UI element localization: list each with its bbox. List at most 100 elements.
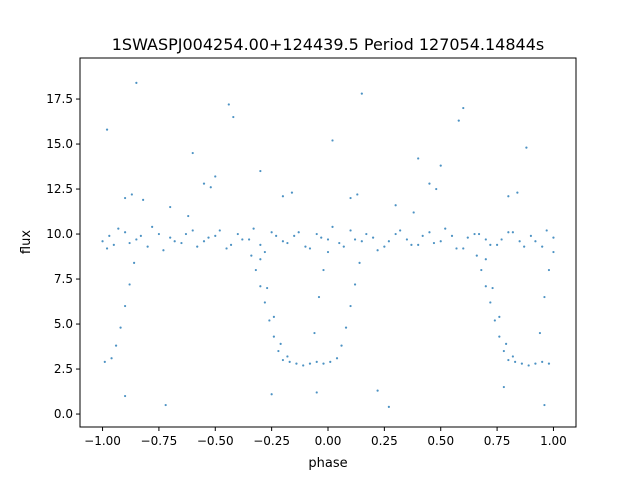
data-point	[247, 238, 251, 241]
data-point	[209, 186, 212, 189]
data-point	[214, 175, 217, 178]
data-point	[376, 389, 379, 392]
data-points	[101, 81, 555, 408]
data-point	[281, 195, 285, 198]
data-point	[484, 238, 487, 241]
x-axis-label: phase	[308, 456, 347, 471]
chart-title: 1SWASPJ004254.00+124439.5 Period 127054.…	[112, 35, 544, 54]
data-point	[105, 128, 109, 131]
data-point	[480, 268, 483, 272]
data-point	[394, 232, 397, 236]
y-tick-label: 10.0	[46, 227, 73, 241]
data-point	[317, 295, 321, 299]
data-point	[263, 250, 266, 254]
data-point	[475, 254, 478, 257]
data-point	[214, 234, 217, 237]
data-point	[439, 240, 442, 243]
data-point	[112, 243, 115, 246]
y-tick-label: 17.5	[46, 92, 73, 106]
data-point	[477, 232, 481, 236]
data-point	[119, 326, 122, 329]
data-point	[421, 234, 424, 237]
data-point	[383, 245, 386, 248]
data-point	[268, 319, 271, 322]
data-point	[281, 358, 285, 362]
data-point	[191, 229, 194, 232]
data-point	[329, 360, 332, 363]
data-point	[114, 344, 118, 347]
y-tick-label: 7.5	[54, 272, 73, 286]
data-point	[313, 331, 316, 335]
data-point	[227, 103, 230, 106]
data-point	[196, 245, 199, 248]
data-point	[349, 304, 352, 308]
y-tick-label: 2.5	[54, 362, 73, 376]
data-point	[428, 231, 431, 234]
data-point	[146, 245, 149, 248]
data-point	[218, 229, 221, 232]
data-point	[254, 268, 257, 272]
data-point	[259, 169, 262, 173]
data-point	[552, 250, 555, 254]
data-point	[439, 164, 442, 167]
data-point	[123, 304, 127, 308]
data-point	[498, 315, 501, 318]
data-point	[342, 245, 345, 248]
data-point	[507, 195, 510, 198]
data-point	[331, 139, 334, 142]
data-point	[290, 191, 294, 194]
data-point	[286, 241, 289, 245]
data-point	[507, 231, 510, 234]
data-point	[541, 245, 544, 248]
data-point	[302, 364, 305, 367]
data-point	[101, 240, 104, 243]
data-point	[356, 193, 359, 196]
data-point	[376, 249, 379, 252]
data-point	[164, 403, 167, 407]
data-point	[349, 196, 352, 200]
data-point	[455, 247, 458, 250]
data-point	[259, 285, 262, 288]
data-point	[275, 234, 278, 237]
data-point	[462, 247, 465, 250]
data-point	[399, 229, 402, 232]
data-point	[110, 357, 113, 360]
data-point	[259, 258, 262, 261]
data-point	[450, 234, 454, 237]
data-point	[184, 232, 188, 236]
data-point	[232, 115, 235, 119]
data-point	[180, 241, 183, 245]
y-tick-label: 0.0	[54, 407, 73, 421]
data-point	[270, 231, 273, 234]
data-point	[371, 236, 375, 239]
data-point	[229, 243, 233, 246]
data-point	[358, 261, 361, 264]
x-tick-label: 0.75	[484, 434, 511, 448]
data-point	[187, 214, 190, 218]
data-point	[547, 362, 551, 365]
data-point	[394, 204, 397, 207]
data-point	[322, 362, 325, 365]
data-point	[527, 364, 530, 367]
data-point	[520, 362, 523, 365]
data-point	[484, 258, 487, 261]
data-point	[191, 151, 194, 155]
data-point	[157, 232, 161, 236]
x-tick-label: −1.00	[84, 434, 121, 448]
data-point	[514, 360, 517, 363]
x-tick-label: 0.00	[315, 434, 342, 448]
data-point	[326, 238, 330, 241]
data-point	[135, 238, 138, 241]
data-point	[543, 403, 546, 407]
data-point	[529, 234, 533, 237]
data-point	[541, 360, 544, 363]
y-axis-label: flux	[19, 230, 34, 254]
data-point	[405, 238, 409, 241]
data-point	[286, 355, 289, 358]
data-point	[207, 236, 210, 239]
data-point	[277, 349, 280, 353]
data-point	[349, 229, 352, 232]
data-point	[444, 227, 447, 230]
data-point	[545, 229, 548, 232]
